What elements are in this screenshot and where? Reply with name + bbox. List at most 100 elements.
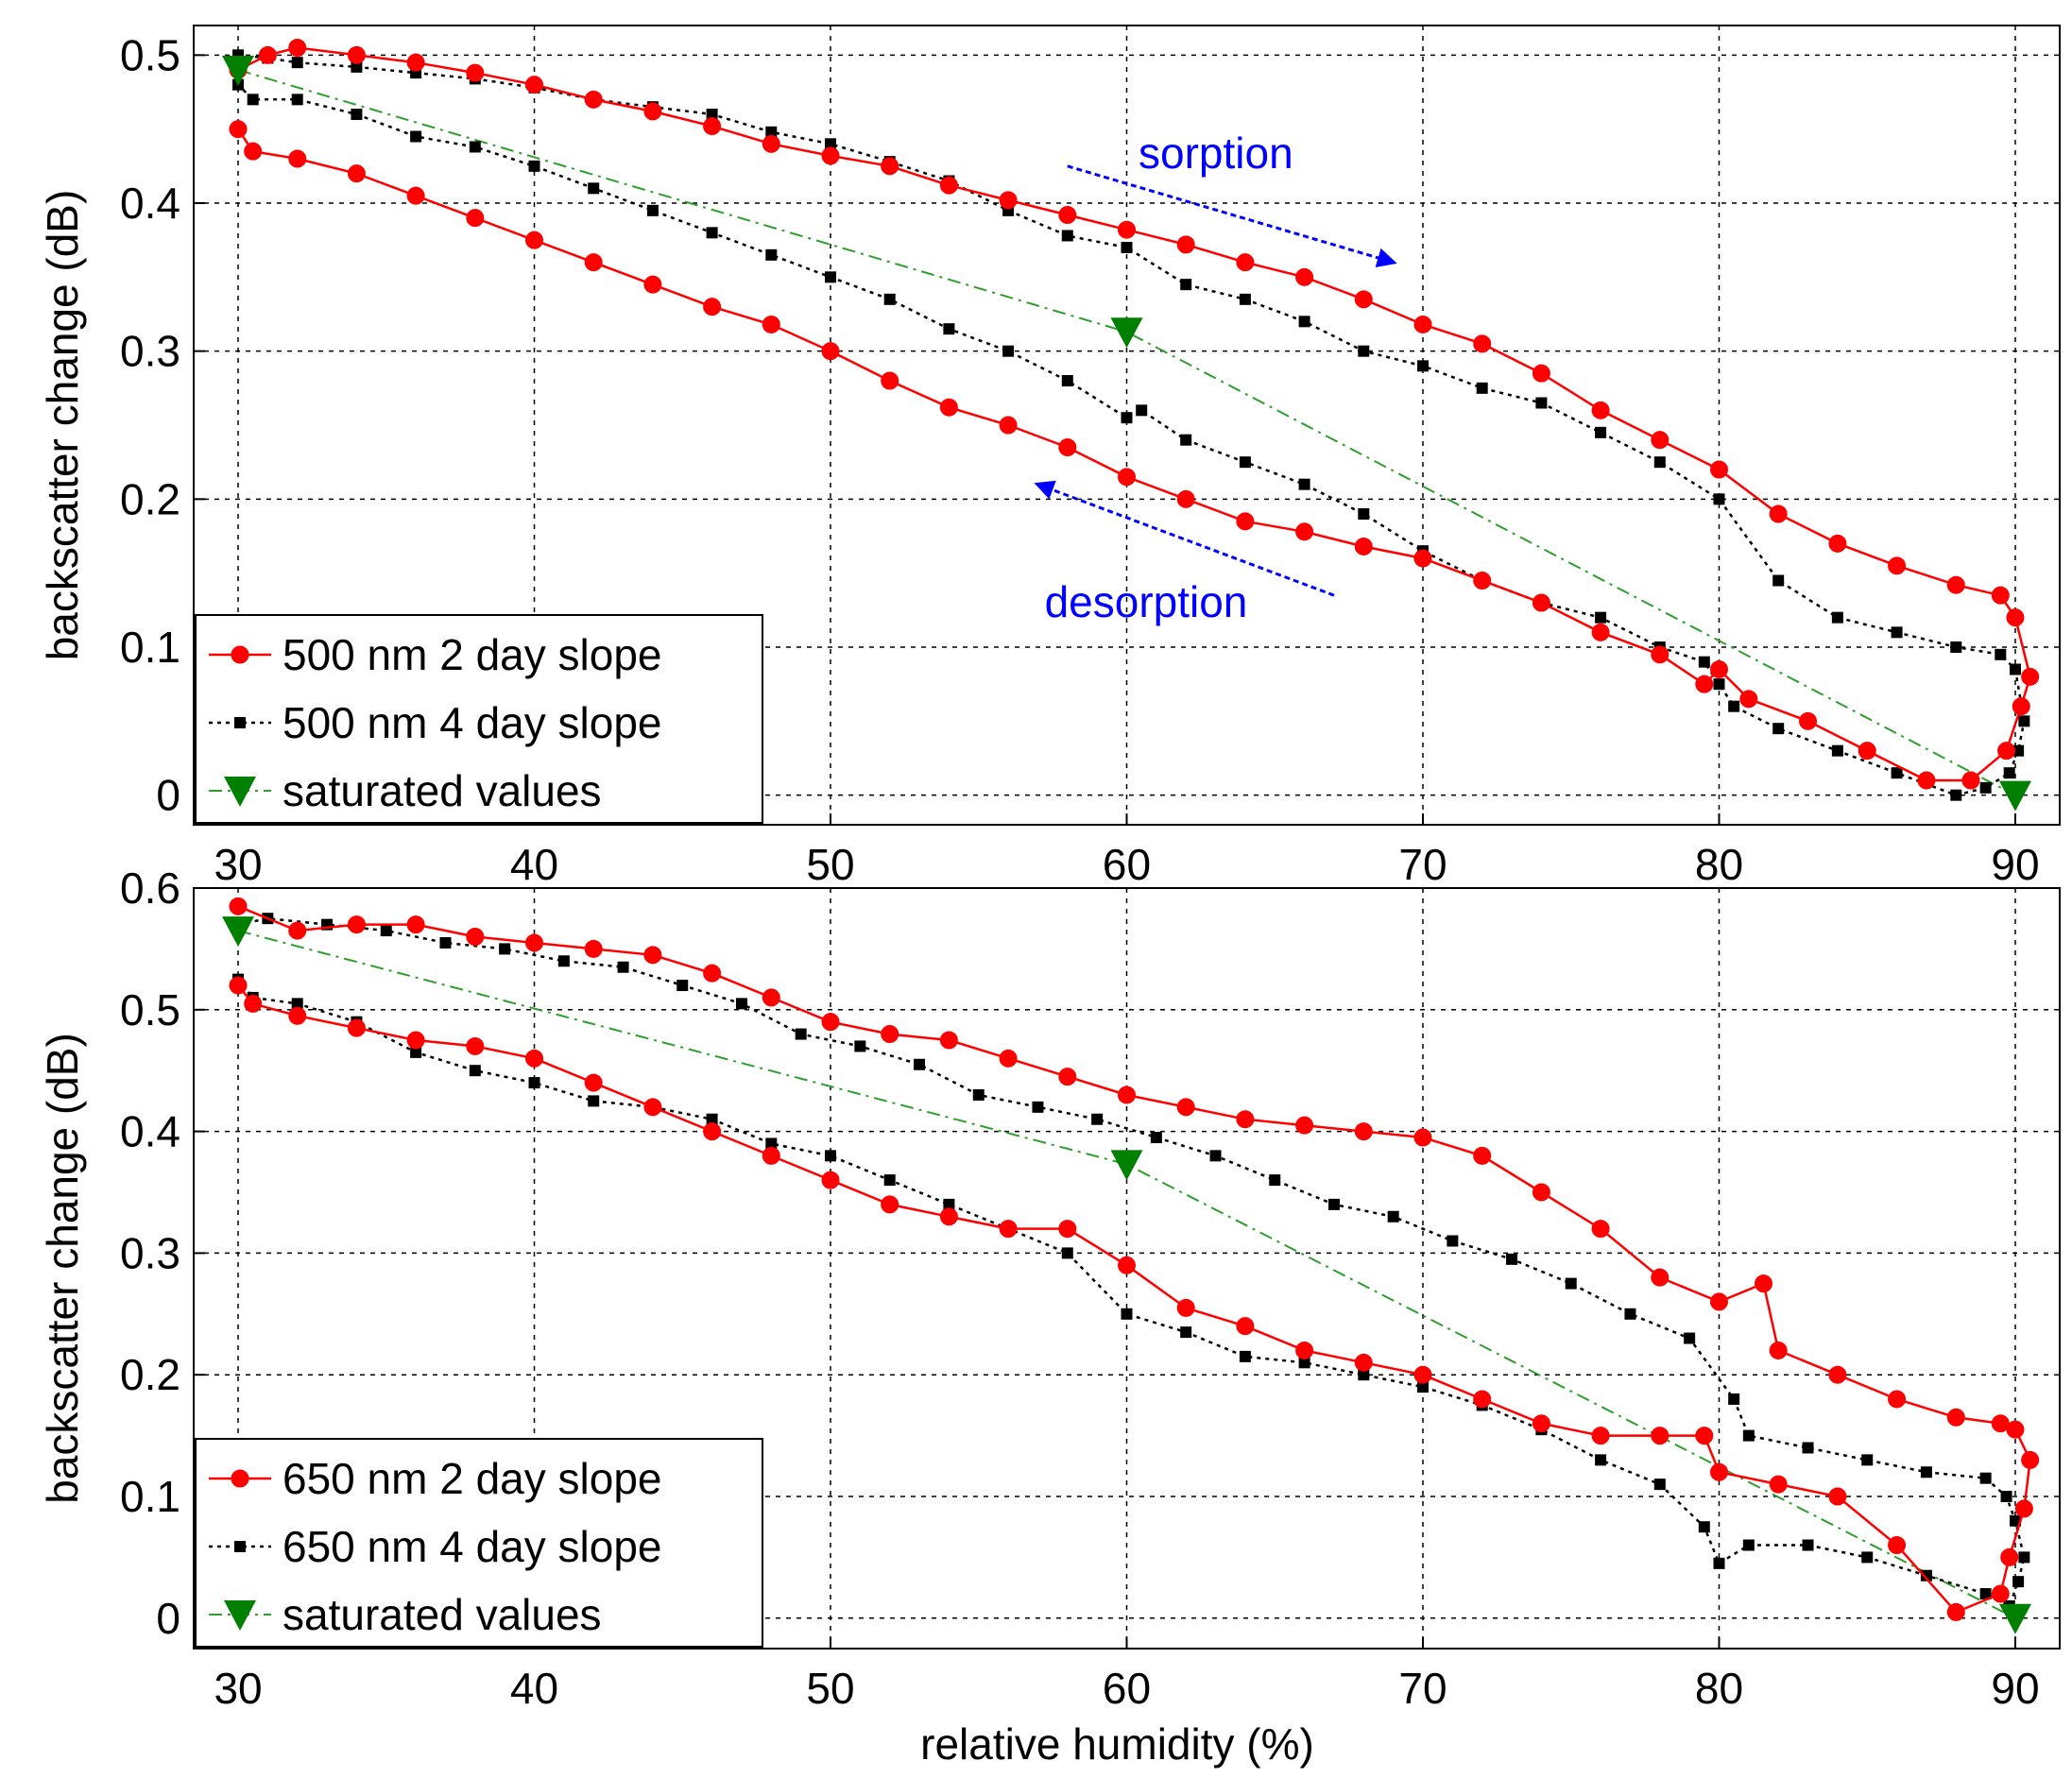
top-500-nm-4-day-slope-point-27 bbox=[1772, 574, 1785, 587]
bottom-650-nm-2-day-slope-point-40 bbox=[1769, 1475, 1788, 1494]
top-500-nm-4-day-slope-point-39 bbox=[1831, 744, 1843, 757]
top-500-nm-2-day-slope-point-3 bbox=[347, 45, 366, 64]
bottom-650-nm-4-day-slope-point-26 bbox=[1728, 1393, 1740, 1405]
bottom-x-tick-label-6: 90 bbox=[1991, 1664, 2039, 1713]
bottom-650-nm-2-day-slope-point-3 bbox=[406, 915, 425, 934]
desorption-label: desorption bbox=[1045, 577, 1248, 626]
bottom-650-nm-2-day-slope-point-6 bbox=[584, 939, 603, 958]
top-500-nm-4-day-slope-point-51 bbox=[1239, 456, 1251, 469]
bottom-650-nm-2-day-slope-point-32 bbox=[2006, 1420, 2025, 1439]
top-500-nm-2-day-slope-point-17 bbox=[1176, 235, 1195, 254]
top-500-nm-2-day-slope-point-47 bbox=[1413, 549, 1432, 568]
bottom-650-nm-4-day-slope-point-51 bbox=[1239, 1350, 1251, 1362]
bottom-650-nm-4-day-slope-point-19 bbox=[1327, 1198, 1340, 1210]
bottom-650-nm-2-day-slope-point-65 bbox=[347, 1018, 366, 1037]
bottom-x-tick-label-2: 50 bbox=[806, 1664, 854, 1713]
top-500-nm-4-day-slope-point-65 bbox=[469, 141, 481, 153]
bottom-650-nm-4-day-slope-point-27 bbox=[1742, 1429, 1755, 1442]
bottom-650-nm-4-day-slope-point-16 bbox=[1150, 1132, 1162, 1144]
top-500-nm-2-day-slope-point-31 bbox=[1991, 586, 2010, 605]
bottom-legend-650-nm-2-day-slope-label: 650 nm 2 day slope bbox=[283, 1454, 662, 1503]
bottom-650-nm-4-day-slope-point-31 bbox=[1979, 1472, 1992, 1484]
bottom-650-nm-2-day-slope-point-5 bbox=[525, 933, 544, 952]
bottom-650-nm-4-day-slope-point-45 bbox=[1595, 1454, 1607, 1466]
top-legend-saturated-values-label: saturated values bbox=[283, 766, 602, 815]
top-legend-500-nm-4-day-slope-swatch-point-0 bbox=[234, 717, 246, 728]
bottom-650-nm-4-day-slope-point-48 bbox=[1416, 1381, 1429, 1393]
bottom-650-nm-4-day-slope-point-13 bbox=[972, 1088, 985, 1101]
bottom-650-nm-4-day-slope-point-20 bbox=[1387, 1210, 1399, 1222]
bottom-650-nm-2-day-slope-point-43 bbox=[1651, 1427, 1670, 1445]
bottom-650-nm-2-day-slope-point-28 bbox=[1828, 1365, 1847, 1384]
top-legend-500-nm-2-day-slope-swatch-point-0 bbox=[231, 645, 249, 664]
top-500-nm-2-day-slope-point-39 bbox=[1799, 711, 1818, 730]
top-500-nm-4-day-slope-point-37 bbox=[1950, 789, 1962, 801]
bottom-650-nm-2-day-slope-point-1 bbox=[288, 921, 307, 940]
top-500-nm-4-day-slope-point-57 bbox=[943, 323, 955, 335]
top-500-nm-4-day-slope-point-25 bbox=[1653, 456, 1666, 469]
top-500-nm-4-day-slope-point-18 bbox=[1239, 293, 1251, 305]
top-500-nm-2-day-slope-point-38 bbox=[1858, 742, 1876, 761]
bottom-y-tick-label-4: 0.4 bbox=[120, 1107, 180, 1156]
bottom-650-nm-2-day-slope-point-52 bbox=[1118, 1256, 1136, 1274]
top-500-nm-2-day-slope-point-25 bbox=[1651, 431, 1670, 450]
bottom-650-nm-4-day-slope-point-21 bbox=[1447, 1235, 1459, 1247]
top-500-nm-4-day-slope-point-34 bbox=[2012, 744, 2025, 757]
top-y-tick-label-0: 0 bbox=[156, 771, 180, 820]
bottom-650-nm-2-day-slope-point-67 bbox=[244, 994, 263, 1013]
bottom-y-tick-label-0: 0 bbox=[156, 1594, 180, 1643]
bottom-650-nm-4-day-slope-point-22 bbox=[1506, 1253, 1518, 1265]
bottom-650-nm-2-day-slope-point-7 bbox=[643, 946, 662, 965]
bottom-saturated-values-line bbox=[237, 930, 2016, 1619]
top-500-nm-2-day-slope-point-15 bbox=[1058, 206, 1077, 225]
top-500-nm-2-day-slope-point-64 bbox=[406, 186, 425, 205]
bottom-650-nm-2-day-slope-point-4 bbox=[466, 928, 485, 947]
top-500-nm-4-day-slope-point-50 bbox=[1298, 478, 1310, 490]
top-500-nm-4-day-slope-point-32 bbox=[2009, 663, 2021, 675]
bottom-650-nm-4-day-slope-point-11 bbox=[854, 1040, 866, 1052]
bottom-650-nm-2-day-slope-point-13 bbox=[999, 1049, 1018, 1068]
top-500-nm-4-day-slope-point-43 bbox=[1698, 656, 1710, 668]
top-y-axis-label: backscatter change (dB) bbox=[38, 190, 87, 661]
bottom-saturated-values-point-2 bbox=[1998, 1603, 2031, 1634]
top-500-nm-2-day-slope-point-26 bbox=[1709, 460, 1728, 479]
bottom-650-nm-4-day-slope-point-44 bbox=[1653, 1479, 1666, 1491]
top-500-nm-2-day-slope-point-20 bbox=[1354, 290, 1373, 309]
top-500-nm-4-day-slope-point-62 bbox=[646, 204, 659, 216]
bottom-x-tick-label-3: 60 bbox=[1103, 1664, 1151, 1713]
top-500-nm-2-day-slope-point-44 bbox=[1591, 623, 1610, 641]
top-500-nm-4-day-slope-point-26 bbox=[1713, 493, 1725, 505]
top-500-nm-4-day-slope-point-10 bbox=[765, 126, 778, 138]
bottom-650-nm-4-day-slope-point-39 bbox=[1861, 1551, 1874, 1564]
top-500-nm-2-day-slope-point-67 bbox=[244, 142, 263, 161]
top-500-nm-2-day-slope-point-1 bbox=[258, 45, 277, 64]
top-500-nm-2-day-slope-point-8 bbox=[643, 102, 662, 121]
bottom-650-nm-2-day-slope-point-17 bbox=[1236, 1110, 1255, 1129]
bottom-650-nm-2-day-slope-point-38 bbox=[1888, 1536, 1907, 1555]
bottom-650-nm-4-day-slope-line bbox=[237, 916, 2026, 1608]
top-x-tick-label-5: 80 bbox=[1695, 840, 1743, 889]
top-500-nm-2-day-slope-point-63 bbox=[466, 209, 485, 228]
bottom-650-nm-4-day-slope-point-53 bbox=[1121, 1308, 1133, 1320]
bottom-650-nm-2-day-slope-point-62 bbox=[525, 1049, 544, 1068]
top-x-tick-label-4: 70 bbox=[1398, 840, 1447, 889]
bottom-650-nm-2-day-slope-point-50 bbox=[1236, 1317, 1255, 1336]
bottom-650-nm-2-day-slope-point-14 bbox=[1058, 1068, 1077, 1086]
bottom-650-nm-2-day-slope-point-49 bbox=[1295, 1341, 1314, 1359]
bottom-650-nm-4-day-slope-point-10 bbox=[795, 1028, 807, 1040]
top-legend-saturated-values-swatch-point-0 bbox=[224, 777, 256, 807]
bottom-650-nm-4-day-slope-point-33 bbox=[2009, 1514, 2021, 1527]
bottom-legend-box bbox=[195, 1438, 763, 1648]
bottom-650-nm-2-day-slope-point-60 bbox=[643, 1098, 662, 1117]
top-500-nm-2-day-slope-point-27 bbox=[1769, 504, 1788, 523]
top-saturated-values-point-2 bbox=[1998, 780, 2031, 812]
top-500-nm-2-day-slope-point-37 bbox=[1917, 771, 1936, 790]
bottom-y-tick-label-2: 0.2 bbox=[120, 1350, 180, 1399]
bottom-650-nm-4-day-slope-point-34 bbox=[2018, 1551, 2030, 1564]
top-500-nm-2-day-slope-point-49 bbox=[1295, 522, 1314, 541]
bottom-y-tick-label-6: 0.6 bbox=[120, 863, 180, 913]
bottom-650-nm-2-day-slope-point-36 bbox=[1991, 1584, 2010, 1603]
top-500-nm-2-day-slope-point-65 bbox=[347, 164, 366, 183]
top-500-nm-4-day-slope-point-35 bbox=[2003, 767, 2015, 779]
bottom-650-nm-2-day-slope-point-53 bbox=[1058, 1220, 1077, 1239]
